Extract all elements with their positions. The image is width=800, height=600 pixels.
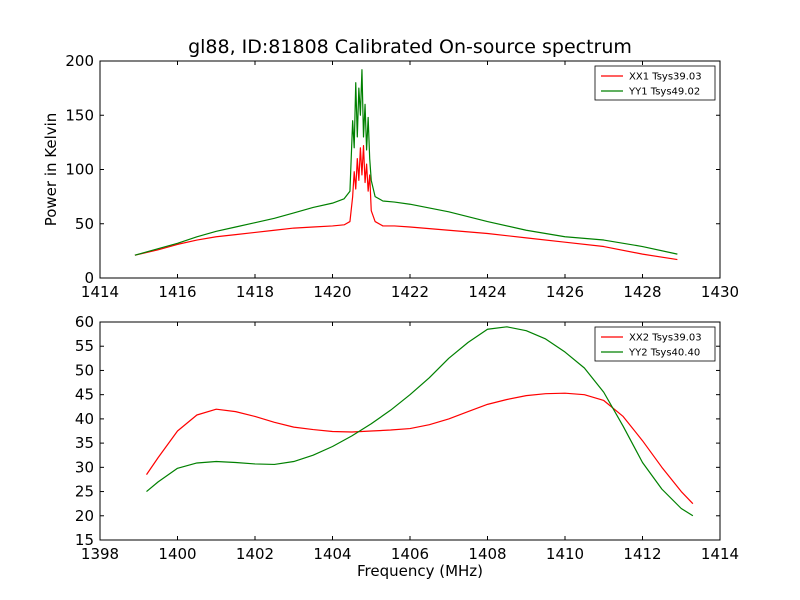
- bottom-subplot: 1398 1400 1402 1404 1406 1408 1410 1412 1414 15 20…: [75, 313, 739, 580]
- top-xtick-label: 1420: [313, 283, 351, 301]
- bottom-xtick-label: 1398: [81, 545, 119, 563]
- chart-title: gl88, ID:81808 Calibrated On-source spec…: [188, 36, 632, 58]
- top-xtick-label: 1426: [546, 283, 584, 301]
- top-ytick-label: 200: [65, 52, 94, 70]
- bottom-ytick-label: 20: [75, 507, 94, 525]
- bottom-ytick-label: 15: [75, 531, 94, 549]
- bottom-ytick-label: 45: [75, 386, 94, 404]
- bottom-legend-box: [594, 326, 716, 362]
- top-series-line-2: [134, 69, 678, 256]
- bottom-x-axis-label: Frequency (MHz): [357, 562, 483, 580]
- bottom-xtick-label: 1414: [701, 545, 739, 563]
- top-series-line-1: [134, 145, 678, 261]
- top-y-axis-label: Power in Kelvin: [42, 113, 60, 227]
- bottom-xtick-label: 1402: [236, 545, 274, 563]
- bottom-ytick-label: 50: [75, 361, 94, 379]
- bottom-series-line-2: [146, 326, 694, 517]
- top-xtick-label: 1418: [236, 283, 274, 301]
- top-legend-label-1: XX1 Tsys39.03: [629, 72, 702, 83]
- bottom-ytick-label: 60: [75, 313, 94, 331]
- top-legend-box: [594, 65, 716, 101]
- top-xtick-label: 1428: [623, 283, 661, 301]
- top-ytick-label: 50: [75, 215, 94, 233]
- bottom-ytick-label: 30: [75, 458, 94, 476]
- top-ytick-label: 150: [65, 106, 94, 124]
- top-subplot: 1414 1416 1418 1420 1422 1424 1426 1428 1430 0 50 1…: [42, 52, 739, 301]
- top-xtick-label: 1416: [158, 283, 196, 301]
- bottom-legend-label-2: YY2 Tsys40.40: [628, 348, 700, 359]
- bottom-ytick-label: 40: [75, 410, 94, 428]
- top-legend-label-2: YY1 Tsys49.02: [628, 87, 700, 98]
- bottom-xtick-label: 1412: [623, 545, 661, 563]
- bottom-xtick-label: 1406: [391, 545, 429, 563]
- bottom-xtick-label: 1400: [158, 545, 196, 563]
- bottom-series-line-1: [146, 392, 694, 505]
- top-ytick-label: 100: [65, 161, 94, 179]
- bottom-ytick-label: 35: [75, 434, 94, 452]
- bottom-xtick-label: 1410: [546, 545, 584, 563]
- top-xtick-label: 1422: [391, 283, 429, 301]
- bottom-xtick-label: 1404: [313, 545, 351, 563]
- top-xtick-label: 1424: [468, 283, 506, 301]
- bottom-legend-label-1: XX2 Tsys39.03: [629, 333, 702, 344]
- top-ytick-label: 0: [84, 269, 94, 287]
- top-xtick-label: 1414: [81, 283, 119, 301]
- bottom-ytick-label: 25: [75, 483, 94, 501]
- bottom-xtick-label: 1408: [468, 545, 506, 563]
- bottom-ytick-label: 55: [75, 337, 94, 355]
- top-xtick-label: 1430: [701, 283, 739, 301]
